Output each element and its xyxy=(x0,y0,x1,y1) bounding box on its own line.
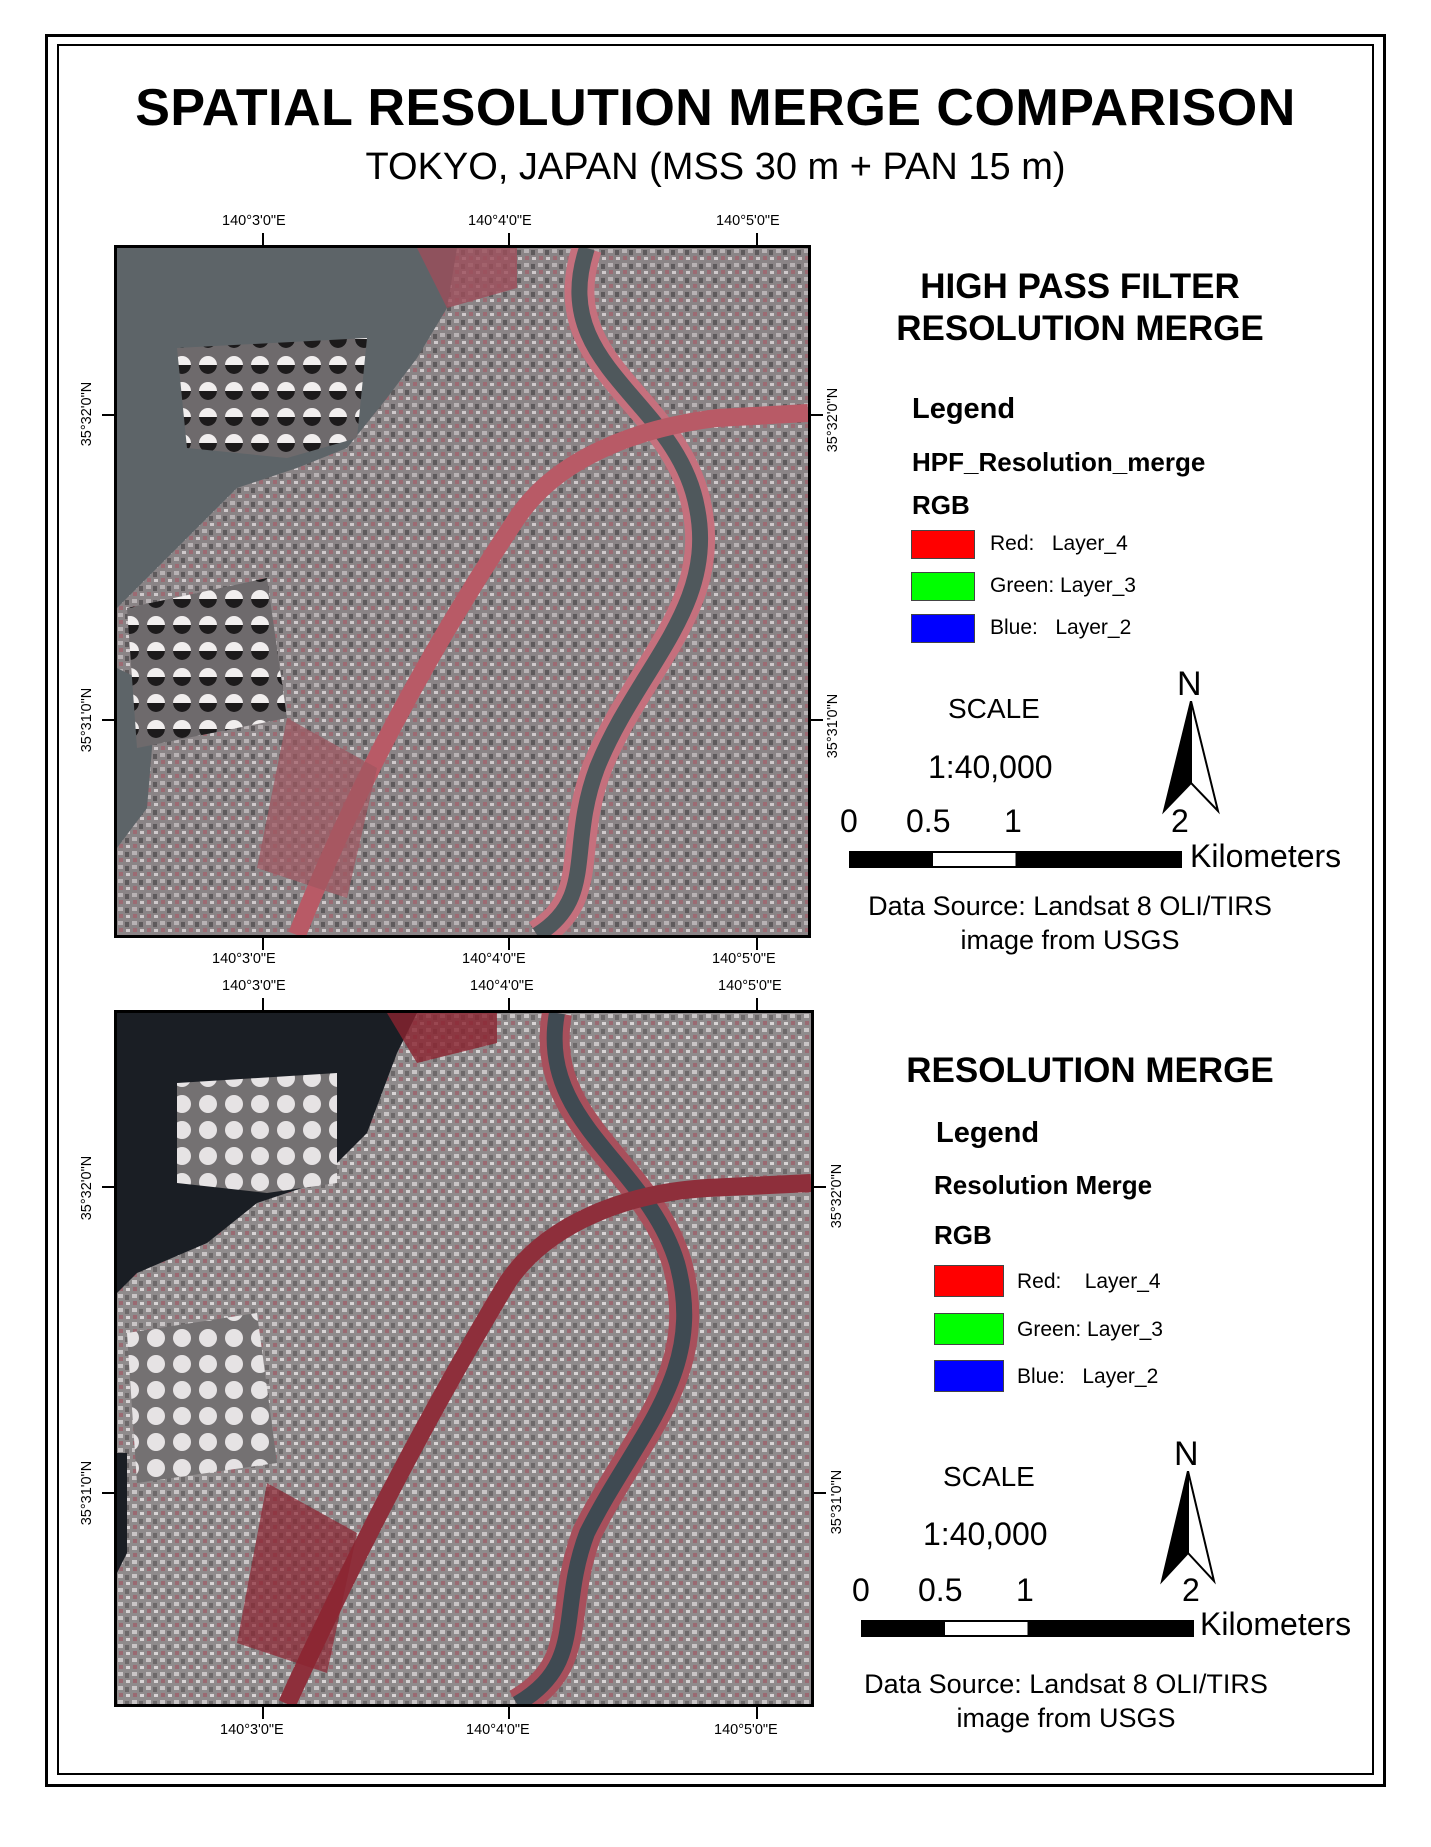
hpf-scale-ratio: 1:40,000 xyxy=(928,749,1053,785)
top-lon-label-1: 140°3'0"E xyxy=(222,213,286,229)
top-lon-tick-b2 xyxy=(508,938,510,950)
hpf-satellite-image xyxy=(117,248,808,935)
hpf-panel-title: HIGH PASS FILTER RESOLUTION MERGE xyxy=(860,266,1300,350)
merge-layer-name: Resolution Merge xyxy=(934,1170,1153,1200)
hpf-north-label: N xyxy=(1177,665,1202,703)
merge-legend-heading: Legend xyxy=(936,1117,1040,1149)
hpf-satellite-map[interactable] xyxy=(114,245,811,938)
bottom-lon-tick-b1 xyxy=(262,1707,264,1719)
top-lon-label-b1: 140°3'0"E xyxy=(212,951,276,967)
hpf-bar-label-1: 1 xyxy=(1004,803,1022,839)
merge-source-line1: Data Source: Landsat 8 OLI/TIRS xyxy=(864,1669,1268,1699)
bottom-lat-label-r2: 35°31'0"N xyxy=(829,1469,845,1535)
top-lon-label-b3: 140°5'0"E xyxy=(712,951,776,967)
hpf-bar-label-0: 0 xyxy=(840,803,858,839)
merge-scale-word: SCALE xyxy=(943,1461,1035,1492)
bottom-lon-label-b1: 140°3'0"E xyxy=(220,1722,284,1738)
hpf-scale-bar xyxy=(849,851,1182,868)
merge-satellite-map[interactable] xyxy=(114,1010,814,1707)
bottom-lon-label-2: 140°4'0"E xyxy=(470,978,534,994)
top-lat-tick-l2 xyxy=(102,719,114,721)
bottom-lon-label-b2: 140°4'0"E xyxy=(466,1722,530,1738)
map-subtitle: TOKYO, JAPAN (MSS 30 m + PAN 15 m) xyxy=(365,146,1066,188)
merge-data-source: Data Source: Landsat 8 OLI/TIRS image fr… xyxy=(826,1668,1306,1736)
merge-bar-label-0: 0 xyxy=(852,1572,870,1608)
bottom-lat-label-l2: 35°31'0"N xyxy=(79,1460,95,1526)
bottom-lat-tick-r2 xyxy=(814,1492,826,1494)
merge-bar-unit: Kilometers xyxy=(1200,1606,1352,1642)
merge-red-label: Red: Layer_4 xyxy=(1017,1270,1161,1293)
top-lat-tick-r1 xyxy=(811,414,823,416)
outer-frame xyxy=(45,34,1386,1787)
merge-scale-ratio: 1:40,000 xyxy=(923,1516,1048,1552)
map-title: SPATIAL RESOLUTION MERGE COMPARISON xyxy=(135,79,1296,137)
bottom-lon-tick-b3 xyxy=(756,1707,758,1719)
hpf-bar-label-2: 2 xyxy=(1171,803,1189,839)
top-lon-label-3: 140°5'0"E xyxy=(716,213,780,229)
merge-blue-swatch xyxy=(934,1360,1004,1392)
merge-source-line2: image from USGS xyxy=(956,1702,1176,1733)
hpf-bar-label-05: 0.5 xyxy=(906,803,951,839)
hpf-title-line2: RESOLUTION MERGE xyxy=(896,309,1264,348)
inner-frame xyxy=(57,44,1374,1775)
merge-bar-label-05: 0.5 xyxy=(918,1572,963,1608)
bottom-lon-label-3: 140°5'0"E xyxy=(718,978,782,994)
hpf-green-label: Green: Layer_3 xyxy=(990,574,1136,597)
top-lon-tick-2 xyxy=(508,233,510,245)
hpf-rgb-label: RGB xyxy=(912,490,970,520)
hpf-red-swatch xyxy=(911,530,975,559)
bottom-lon-tick-3 xyxy=(756,998,758,1010)
bottom-lon-tick-2 xyxy=(508,998,510,1010)
top-lon-label-2: 140°4'0"E xyxy=(468,213,532,229)
bottom-lon-tick-b2 xyxy=(508,1707,510,1719)
merge-satellite-image xyxy=(117,1013,811,1704)
merge-scale-bar xyxy=(861,1620,1194,1637)
top-lat-label-r2: 35°31'0"N xyxy=(825,693,841,759)
merge-green-label: Green: Layer_3 xyxy=(1017,1318,1163,1341)
merge-north-label: N xyxy=(1174,1435,1199,1473)
merge-blue-label: Blue: Layer_2 xyxy=(1017,1365,1159,1388)
hpf-data-source: Data Source: Landsat 8 OLI/TIRS image fr… xyxy=(830,890,1310,958)
hpf-blue-swatch xyxy=(911,614,975,643)
top-lat-tick-r2 xyxy=(811,719,823,721)
merge-rgb-label: RGB xyxy=(934,1220,992,1250)
top-lat-tick-l1 xyxy=(102,414,114,416)
hpf-title-line1: HIGH PASS FILTER xyxy=(920,267,1240,306)
bottom-lat-label-r1: 35°32'0"N xyxy=(829,1163,845,1229)
hpf-source-line1: Data Source: Landsat 8 OLI/TIRS xyxy=(868,891,1272,921)
hpf-legend-heading: Legend xyxy=(912,393,1016,425)
merge-bar-label-2: 2 xyxy=(1182,1572,1200,1608)
top-lon-tick-b1 xyxy=(262,938,264,950)
bottom-lat-tick-r1 xyxy=(814,1186,826,1188)
bottom-lat-tick-l1 xyxy=(102,1186,114,1188)
merge-panel-title: RESOLUTION MERGE xyxy=(906,1051,1274,1090)
hpf-red-label: Red: Layer_4 xyxy=(990,532,1128,555)
hpf-layer-name: HPF_Resolution_merge xyxy=(912,447,1206,477)
bottom-lon-tick-1 xyxy=(262,998,264,1010)
top-lon-tick-1 xyxy=(262,233,264,245)
bottom-lon-label-b3: 140°5'0"E xyxy=(714,1722,778,1738)
top-lat-label-l1: 35°32'0"N xyxy=(79,381,95,447)
hpf-scale-word: SCALE xyxy=(948,693,1040,724)
merge-green-swatch xyxy=(934,1313,1004,1345)
bottom-lat-label-l1: 35°32'0"N xyxy=(79,1155,95,1221)
hpf-green-swatch xyxy=(911,572,975,601)
merge-bar-label-1: 1 xyxy=(1016,1572,1034,1608)
bottom-lat-tick-l2 xyxy=(102,1492,114,1494)
hpf-blue-label: Blue: Layer_2 xyxy=(990,616,1132,639)
top-lon-tick-b3 xyxy=(756,938,758,950)
top-lon-tick-3 xyxy=(756,233,758,245)
bottom-lon-label-1: 140°3'0"E xyxy=(222,978,286,994)
merge-red-swatch xyxy=(934,1265,1004,1297)
hpf-bar-unit: Kilometers xyxy=(1190,838,1342,874)
top-lat-label-r1: 35°32'0"N xyxy=(825,387,841,453)
top-lat-label-l2: 35°31'0"N xyxy=(79,687,95,753)
top-lon-label-b2: 140°4'0"E xyxy=(462,951,526,967)
hpf-source-line2: image from USGS xyxy=(960,924,1180,955)
